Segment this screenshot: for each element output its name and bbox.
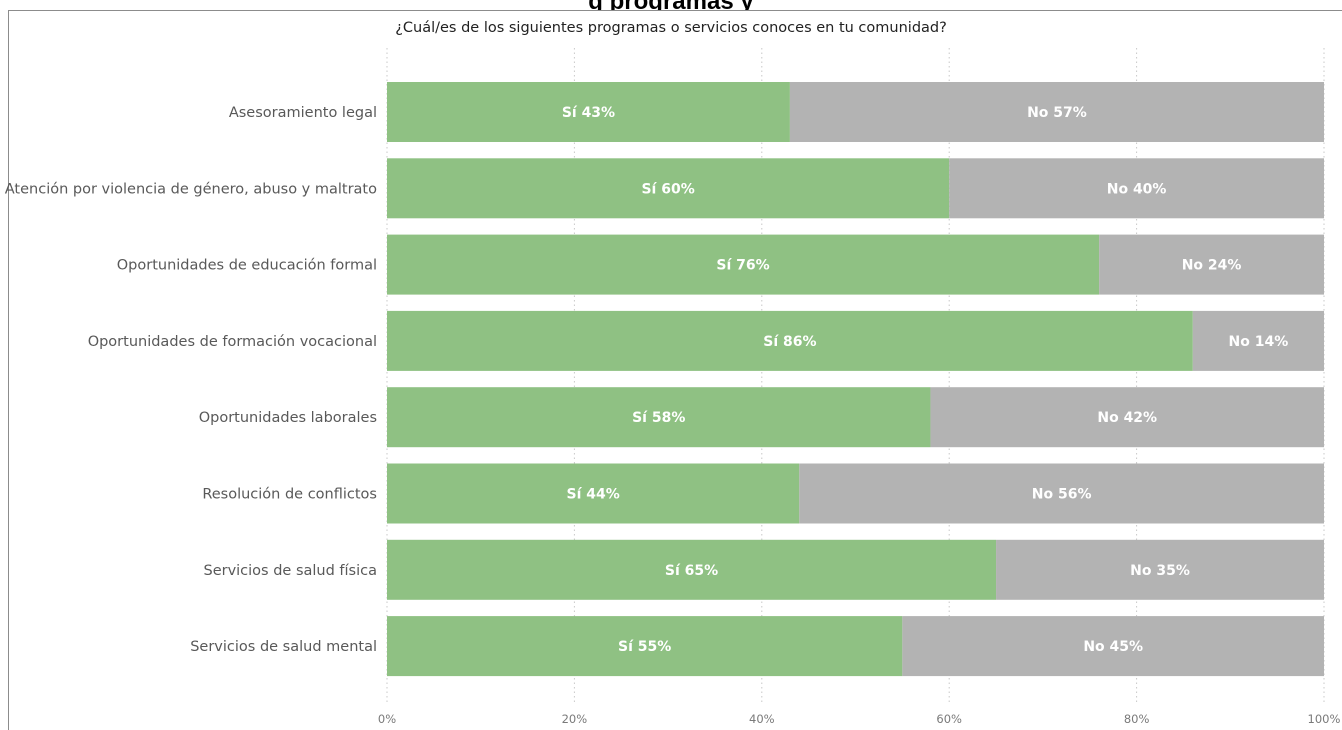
x-tick-label: 80% [1124, 712, 1150, 726]
x-tick-label: 40% [749, 712, 775, 726]
x-tick-label: 0% [378, 712, 396, 726]
category-label: Asesoramiento legal [229, 105, 377, 121]
chart-title: ¿Cuál/es de los siguientes programas o s… [395, 20, 947, 36]
category-label: Atención por violencia de género, abuso … [5, 181, 377, 197]
data-label: Sí 60% [641, 181, 694, 197]
data-label: No 24% [1182, 258, 1242, 274]
category-label: Servicios de salud mental [190, 639, 377, 655]
x-tick-label: 100% [1308, 712, 1341, 726]
bar-segment-no [789, 82, 1324, 142]
bar-segment-no [1192, 310, 1324, 371]
category-label: Servicios de salud física [203, 563, 377, 579]
x-tick-label: 60% [936, 712, 962, 726]
category-label: Resolución de conflictos [202, 487, 377, 503]
data-label: No 45% [1083, 639, 1143, 655]
bar-segment-no [1099, 234, 1324, 295]
category-label: Oportunidades de formación vocacional [88, 334, 377, 350]
data-label: Sí 76% [716, 258, 769, 274]
data-label: No 56% [1032, 487, 1092, 503]
bar-segment-no [949, 158, 1324, 219]
data-label: No 40% [1107, 181, 1167, 197]
data-label: Sí 58% [632, 410, 685, 426]
bar-segment-s [387, 82, 790, 142]
data-label: No 42% [1097, 410, 1157, 426]
bar-segment-s [387, 234, 1100, 295]
data-label: No 14% [1229, 334, 1289, 350]
bar-segment-no [996, 539, 1324, 600]
bar-segment-s [387, 463, 800, 524]
bar-segment-s [387, 158, 950, 219]
data-label: Sí 43% [562, 105, 615, 121]
bar-segment-no [930, 387, 1324, 448]
data-label: Sí 65% [665, 563, 718, 579]
x-tick-label: 20% [562, 712, 588, 726]
data-label: Sí 55% [618, 639, 671, 655]
data-label: Sí 44% [567, 487, 620, 503]
data-label: No 35% [1130, 563, 1190, 579]
category-label: Oportunidades de educación formal [117, 258, 377, 274]
bar-segment-no [799, 463, 1324, 524]
bar-segment-no [902, 616, 1324, 677]
data-label: Sí 86% [763, 334, 816, 350]
category-label: Oportunidades laborales [199, 410, 377, 426]
data-label: No 57% [1027, 105, 1087, 121]
bar-segment-s [387, 539, 997, 600]
bar-segment-s [387, 616, 903, 677]
bar-segment-s [387, 310, 1193, 371]
bar-segment-s [387, 387, 931, 448]
